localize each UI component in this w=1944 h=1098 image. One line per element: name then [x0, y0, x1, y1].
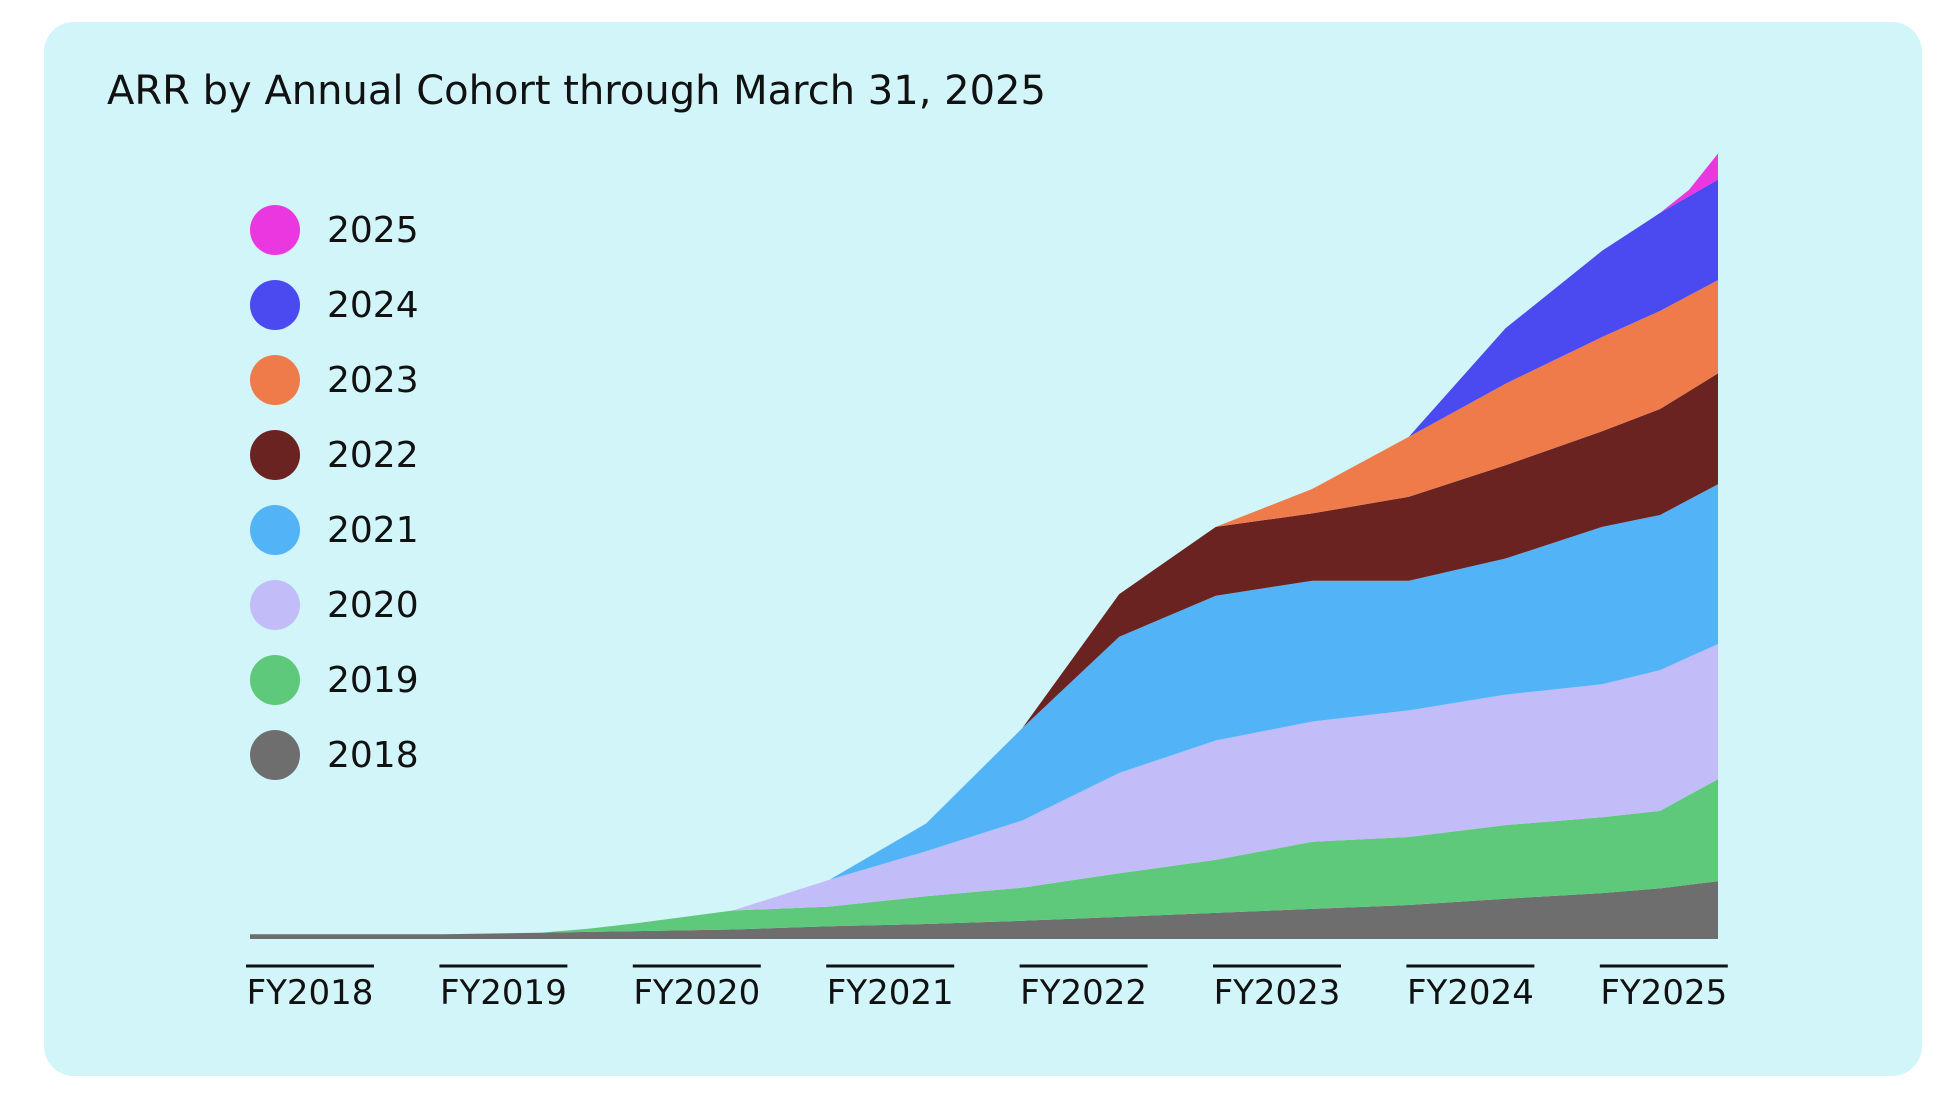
- legend-swatch-2021: [250, 505, 300, 555]
- x-tick-label-fy2020: FY2020: [633, 973, 760, 1013]
- chart-title: ARR by Annual Cohort through March 31, 2…: [107, 68, 1046, 114]
- legend-swatch-2020: [250, 580, 300, 630]
- area-cohort-2023: [1215, 280, 1718, 527]
- area-cohort-2022: [1022, 373, 1718, 728]
- legend-item-2023: 2023: [250, 355, 419, 405]
- legend-item-2021: 2021: [250, 505, 419, 555]
- legend-swatch-2019: [250, 655, 300, 705]
- legend-swatch-2024: [250, 280, 300, 330]
- x-tick-label-fy2018: FY2018: [247, 973, 374, 1013]
- x-tick-label-fy2023: FY2023: [1214, 973, 1341, 1013]
- legend-swatch-2023: [250, 355, 300, 405]
- legend-label-2023: 2023: [327, 359, 419, 401]
- area-layers: [250, 153, 1719, 939]
- legend-label-2025: 2025: [327, 209, 419, 251]
- legend-item-2020: 2020: [250, 580, 419, 630]
- area-cohort-2025: [1660, 153, 1718, 213]
- legend-swatch-2022: [250, 430, 300, 480]
- area-cohort-2020: [732, 644, 1718, 911]
- x-tick-label-fy2024: FY2024: [1407, 973, 1534, 1013]
- legend-label-2024: 2024: [327, 284, 419, 326]
- legend: 2025 2024 2023 2022 2021 2020 2019 2018: [250, 205, 419, 805]
- legend-item-2019: 2019: [250, 655, 419, 705]
- area-cohort-2024: [1408, 179, 1718, 437]
- x-tick-label-fy2019: FY2019: [440, 973, 567, 1013]
- legend-swatch-2018: [250, 730, 300, 780]
- legend-swatch-2025: [250, 205, 300, 255]
- x-axis: FY2018 FY2019 FY2020 FY2021 FY2022 FY2023 FY20…: [246, 964, 1728, 1013]
- legend-label-2021: 2021: [327, 509, 419, 551]
- legend-label-2020: 2020: [327, 584, 419, 626]
- legend-item-2024: 2024: [250, 280, 419, 330]
- legend-item-2025: 2025: [250, 205, 419, 255]
- legend-item-2018: 2018: [250, 730, 419, 780]
- legend-label-2019: 2019: [327, 659, 419, 701]
- x-tick-label-fy2025: FY2025: [1600, 973, 1727, 1013]
- x-tick-label-fy2022: FY2022: [1020, 973, 1147, 1013]
- legend-label-2022: 2022: [327, 434, 419, 476]
- legend-item-2022: 2022: [250, 430, 419, 480]
- legend-label-2018: 2018: [327, 734, 419, 776]
- area-cohort-2019: [539, 779, 1719, 933]
- area-cohort-2018: [250, 881, 1718, 939]
- x-tick-label-fy2021: FY2021: [827, 973, 954, 1013]
- area-cohort-2021: [829, 484, 1718, 880]
